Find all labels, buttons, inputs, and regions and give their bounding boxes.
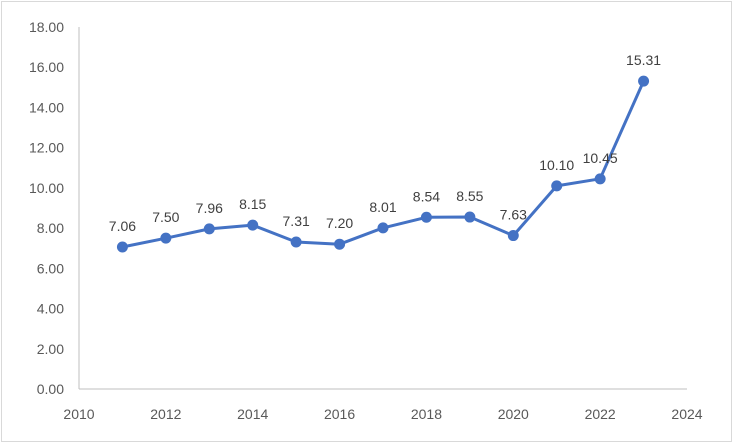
x-tick-label: 2020 — [498, 406, 529, 422]
y-tick-label: 10.00 — [29, 180, 64, 196]
data-point — [377, 222, 389, 234]
data-label: 7.20 — [326, 215, 353, 231]
y-tick-label: 4.00 — [37, 301, 64, 317]
data-label: 8.55 — [456, 188, 483, 204]
data-label: 10.10 — [539, 157, 574, 173]
x-tick-label: 2010 — [63, 406, 94, 422]
data-point — [464, 211, 476, 223]
data-point — [507, 230, 519, 242]
data-point — [594, 173, 606, 185]
x-tick-label: 2024 — [671, 406, 702, 422]
data-point — [290, 236, 302, 248]
data-point — [160, 232, 172, 244]
data-point — [551, 180, 563, 192]
y-tick-label: 12.00 — [29, 140, 64, 156]
y-tick-label: 14.00 — [29, 99, 64, 115]
data-label: 7.50 — [152, 209, 179, 225]
data-point — [247, 219, 259, 231]
data-point — [203, 223, 215, 235]
data-point — [334, 238, 346, 250]
y-tick-label: 6.00 — [37, 260, 64, 276]
x-tick-label: 2012 — [150, 406, 181, 422]
data-label: 8.01 — [369, 199, 396, 215]
y-tick-label: 16.00 — [29, 59, 64, 75]
data-point — [116, 241, 128, 253]
data-point — [638, 75, 650, 87]
data-label: 7.31 — [283, 213, 310, 229]
y-tick-label: 8.00 — [37, 220, 64, 236]
x-tick-label: 2022 — [585, 406, 616, 422]
y-tick-label: 2.00 — [37, 341, 64, 357]
data-label: 7.63 — [500, 207, 527, 223]
data-label: 7.06 — [109, 218, 136, 234]
x-tick-label: 2016 — [324, 406, 355, 422]
y-tick-labels: 0.00 2.00 4.00 6.00 8.00 10.00 12.00 14.00 16.00… — [29, 19, 64, 397]
y-tick-label: 18.00 — [29, 19, 64, 35]
data-label: 10.45 — [583, 150, 618, 166]
data-labels: 7.06 7.50 7.96 8.15 7.31 7.20 8.01 8.54 8.55 7.63… — [109, 52, 661, 234]
x-tick-labels: 2010 2012 2014 2016 2018 2020 2022 2024 — [63, 406, 702, 422]
data-points — [116, 75, 650, 253]
data-label: 8.54 — [413, 188, 440, 204]
x-tick-label: 2014 — [237, 406, 268, 422]
data-point — [420, 211, 432, 223]
x-tick-label: 2018 — [411, 406, 442, 422]
data-label: 15.31 — [626, 52, 661, 68]
data-label: 7.96 — [196, 200, 223, 216]
data-label: 8.15 — [239, 196, 266, 212]
y-tick-label: 0.00 — [37, 381, 64, 397]
